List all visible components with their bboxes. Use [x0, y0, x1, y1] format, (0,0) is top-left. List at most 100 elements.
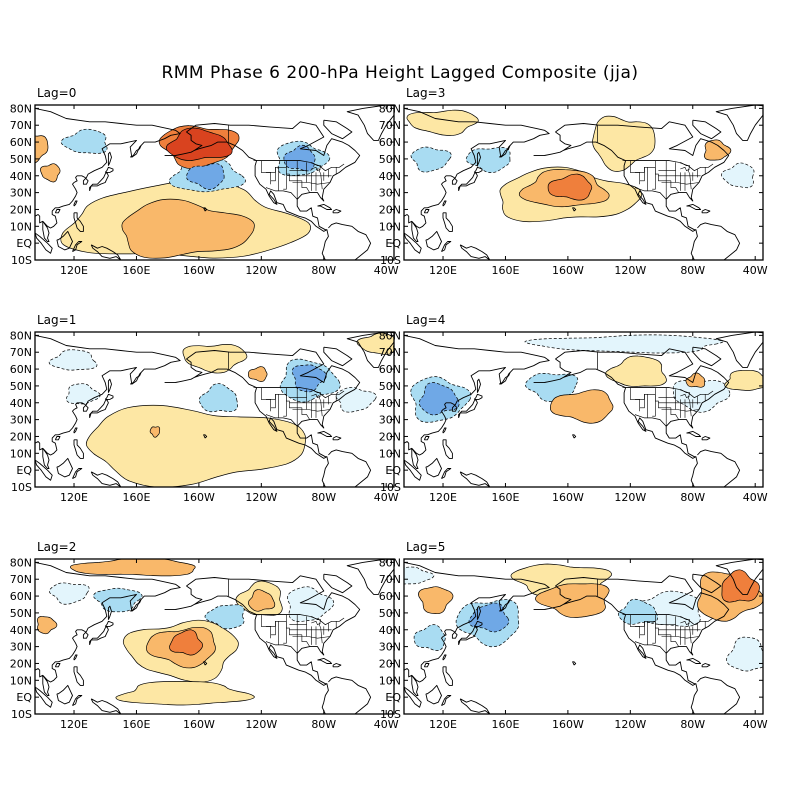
panel-label: Lag=1 [37, 313, 76, 327]
lon-tick-label: 120E [429, 491, 457, 504]
lat-tick-label: EQ [16, 691, 32, 704]
state-boundary [311, 166, 321, 172]
coastline [544, 150, 564, 156]
state-boundary [680, 166, 690, 172]
negative-anomaly-contour [198, 383, 239, 413]
coastline [692, 573, 722, 594]
lat-tick-label: 30N [10, 414, 32, 427]
coastline [404, 459, 422, 481]
coastline [90, 244, 122, 260]
negative-anomaly-contour [48, 349, 98, 371]
lat-tick-label: 20N [379, 203, 401, 216]
state-boundary [289, 162, 307, 171]
lat-tick-label: 10S [380, 708, 401, 721]
state-boundary [301, 180, 310, 193]
coastline [73, 212, 84, 232]
negative-anomaly-contour [721, 162, 755, 189]
positive-anomaly-contour [550, 389, 614, 424]
lon-tick-label: 160W [183, 491, 215, 504]
negative-anomaly-contour [93, 587, 143, 613]
lat-tick-label: 80N [379, 329, 401, 342]
lat-tick-label: 80N [379, 102, 401, 115]
state-boundary [689, 399, 692, 417]
country-border [256, 160, 345, 172]
panel-label: Lag=2 [37, 540, 76, 554]
positive-anomaly-contour [121, 198, 255, 259]
lat-tick-label: 10N [10, 674, 32, 687]
coastline [690, 229, 698, 260]
figure-title: RMM Phase 6 200-hPa Height Lagged Compos… [161, 63, 638, 83]
panel-label: Lag=0 [37, 86, 76, 100]
coastline [441, 468, 452, 479]
state-boundary [629, 614, 641, 639]
lon-tick-label: 120W [245, 264, 277, 277]
coastline [423, 663, 430, 668]
lat-tick-label: 20N [10, 203, 32, 216]
coastline [203, 434, 208, 439]
lat-tick-label: EQ [385, 237, 401, 250]
positive-anomaly-contour [36, 616, 58, 635]
coastline [332, 436, 342, 441]
lat-tick-label: 30N [10, 187, 32, 200]
coastline [423, 209, 430, 214]
positive-anomaly-contour [721, 569, 760, 603]
lon-tick-label: 80W [311, 491, 336, 504]
lon-tick-label: 120W [614, 491, 646, 504]
coastline [425, 684, 442, 705]
panel-label: Lag=3 [406, 86, 445, 100]
coastline [35, 334, 181, 469]
coastline [498, 372, 511, 385]
coastline [107, 378, 112, 393]
state-boundary [680, 393, 690, 399]
lat-tick-label: 50N [379, 607, 401, 620]
lat-tick-label: 50N [10, 153, 32, 166]
coastline [458, 171, 478, 192]
coastline [321, 683, 329, 714]
coastline [692, 119, 722, 140]
lat-tick-label: 10S [11, 708, 32, 721]
map-layers [35, 559, 394, 714]
country-border [634, 187, 667, 200]
lat-tick-label: 80N [379, 556, 401, 569]
lat-tick-label: 40N [379, 624, 401, 637]
coastline [476, 151, 481, 166]
coastline [346, 559, 394, 595]
lon-tick-label: 160E [122, 491, 150, 504]
negative-anomaly-contour [335, 386, 377, 413]
map-layers [35, 105, 394, 260]
map-frame [34, 558, 395, 715]
map-frame [403, 558, 764, 715]
positive-anomaly-contour [418, 586, 454, 615]
coastline [686, 203, 702, 210]
coastline [175, 150, 195, 156]
negative-anomaly-contour [524, 334, 724, 354]
country-border [265, 641, 298, 654]
coastline [317, 203, 333, 210]
coastline [175, 604, 195, 610]
panel-label: Lag=4 [406, 313, 445, 327]
lat-tick-label: 50N [10, 380, 32, 393]
coastline [73, 200, 78, 207]
lat-tick-label: EQ [16, 237, 32, 250]
coastline [35, 232, 53, 254]
state-boundary [289, 389, 307, 399]
state-boundary [283, 160, 287, 190]
lon-tick-label: 160E [122, 264, 150, 277]
state-boundary [301, 634, 310, 647]
coastline [328, 222, 372, 260]
map-frame [403, 331, 764, 488]
state-boundary [270, 167, 276, 182]
lat-tick-label: 10N [10, 447, 32, 460]
country-border [634, 414, 667, 427]
lat-tick-label: 10N [379, 674, 401, 687]
country-border [625, 160, 714, 172]
lon-tick-label: 80W [680, 718, 705, 731]
coastline [346, 105, 394, 141]
negative-anomaly-contour [468, 602, 510, 633]
negative-anomaly-contour [60, 128, 108, 154]
coastline [473, 393, 483, 400]
lon-tick-label: 40W [374, 718, 399, 731]
coastline [90, 471, 122, 487]
lon-tick-label: 80W [680, 491, 705, 504]
lon-tick-label: 160E [491, 491, 519, 504]
